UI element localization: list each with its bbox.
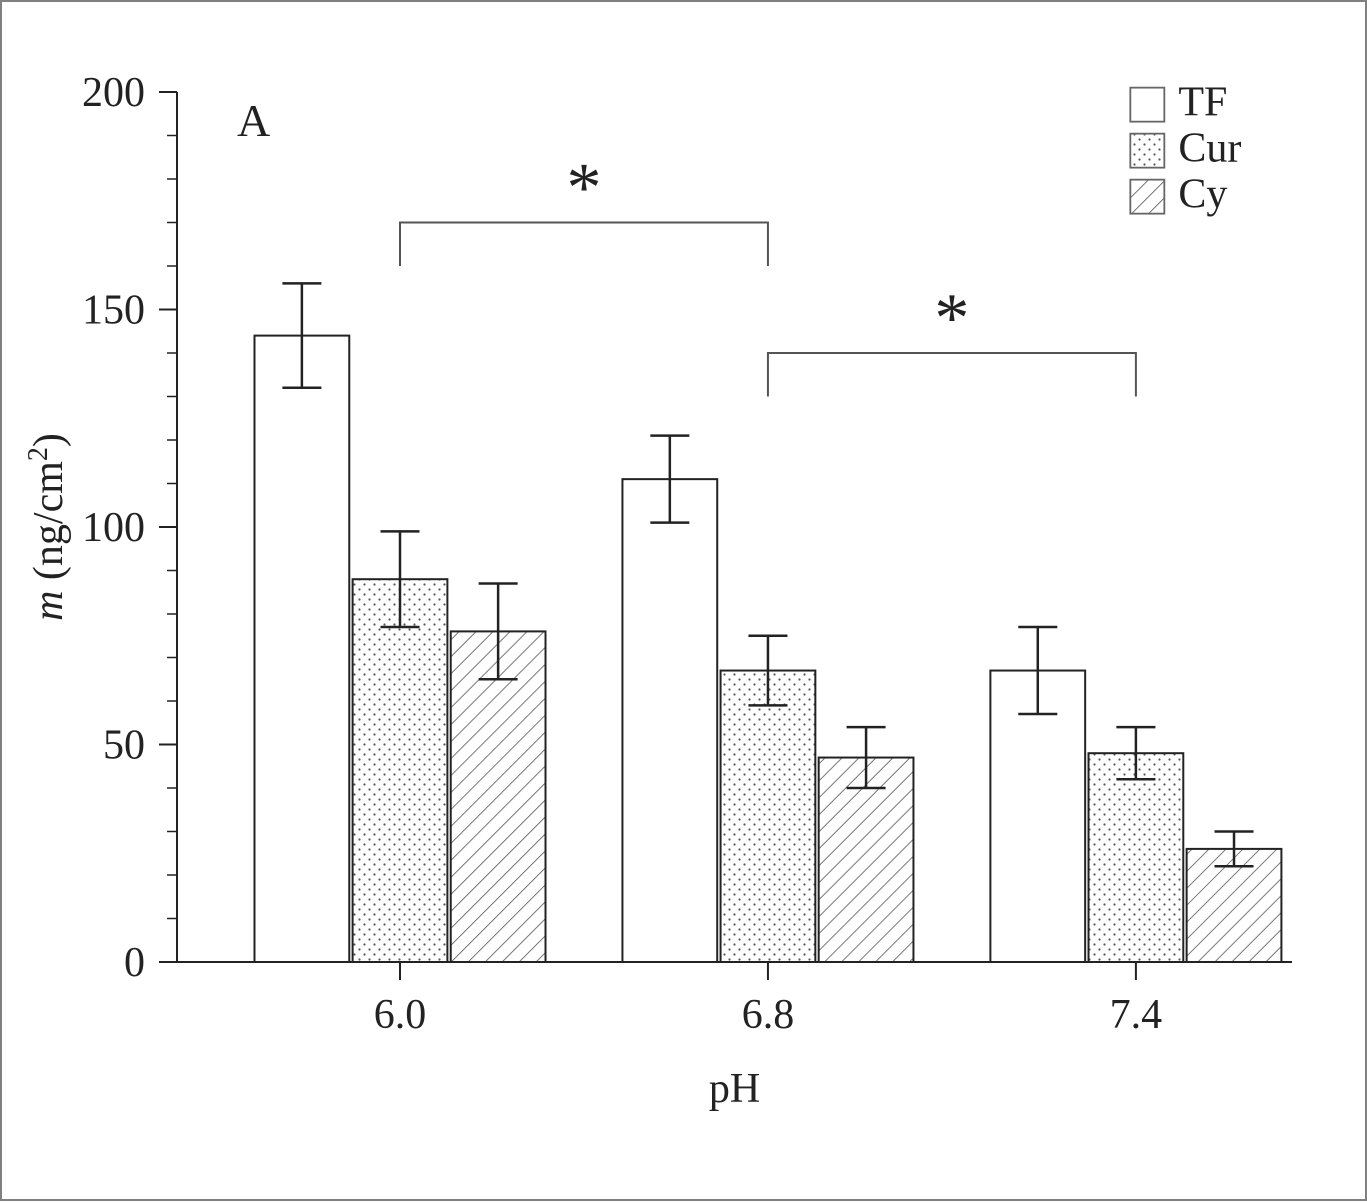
x-tick-label: 7.4: [1110, 992, 1163, 1038]
y-tick-label: 0: [124, 940, 145, 986]
y-axis-label: m (ng/cm2): [23, 433, 73, 621]
y-tick-label: 200: [82, 70, 145, 116]
bar-Cy-6.0: [451, 631, 546, 962]
legend-swatch-Cur: [1130, 134, 1164, 168]
significance-bracket: [768, 353, 1136, 397]
bar-TF-6.8: [622, 479, 717, 962]
x-tick-label: 6.0: [374, 992, 427, 1038]
bar-chart: 0 50 100 150 200 6.0 6.8 7.4 pH m (ng/cm2) A * * TFCu…: [2, 2, 1367, 1203]
bar-Cur-6.8: [721, 671, 816, 962]
significance-bracket: [400, 223, 768, 267]
legend-label-TF: TF: [1178, 80, 1227, 126]
legend-swatch-Cy: [1130, 180, 1164, 214]
legend-label-Cy: Cy: [1178, 172, 1227, 218]
significance-star: *: [934, 280, 969, 357]
figure-frame: 0 50 100 150 200 6.0 6.8 7.4 pH m (ng/cm2) A * * TFCu…: [0, 0, 1367, 1201]
significance-star: *: [566, 150, 601, 227]
x-axis-label: pH: [709, 1066, 760, 1112]
x-tick-label: 6.8: [742, 992, 795, 1038]
bar-TF-6.0: [254, 336, 349, 962]
y-tick-label: 100: [82, 505, 145, 551]
bar-Cur-6.0: [353, 579, 448, 962]
legend-label-Cur: Cur: [1178, 126, 1241, 172]
y-tick-label: 50: [103, 723, 145, 769]
y-tick-label: 150: [82, 288, 145, 334]
bar-Cur-7.4: [1089, 753, 1184, 962]
legend-swatch-TF: [1130, 88, 1164, 122]
panel-label: A: [237, 95, 270, 146]
